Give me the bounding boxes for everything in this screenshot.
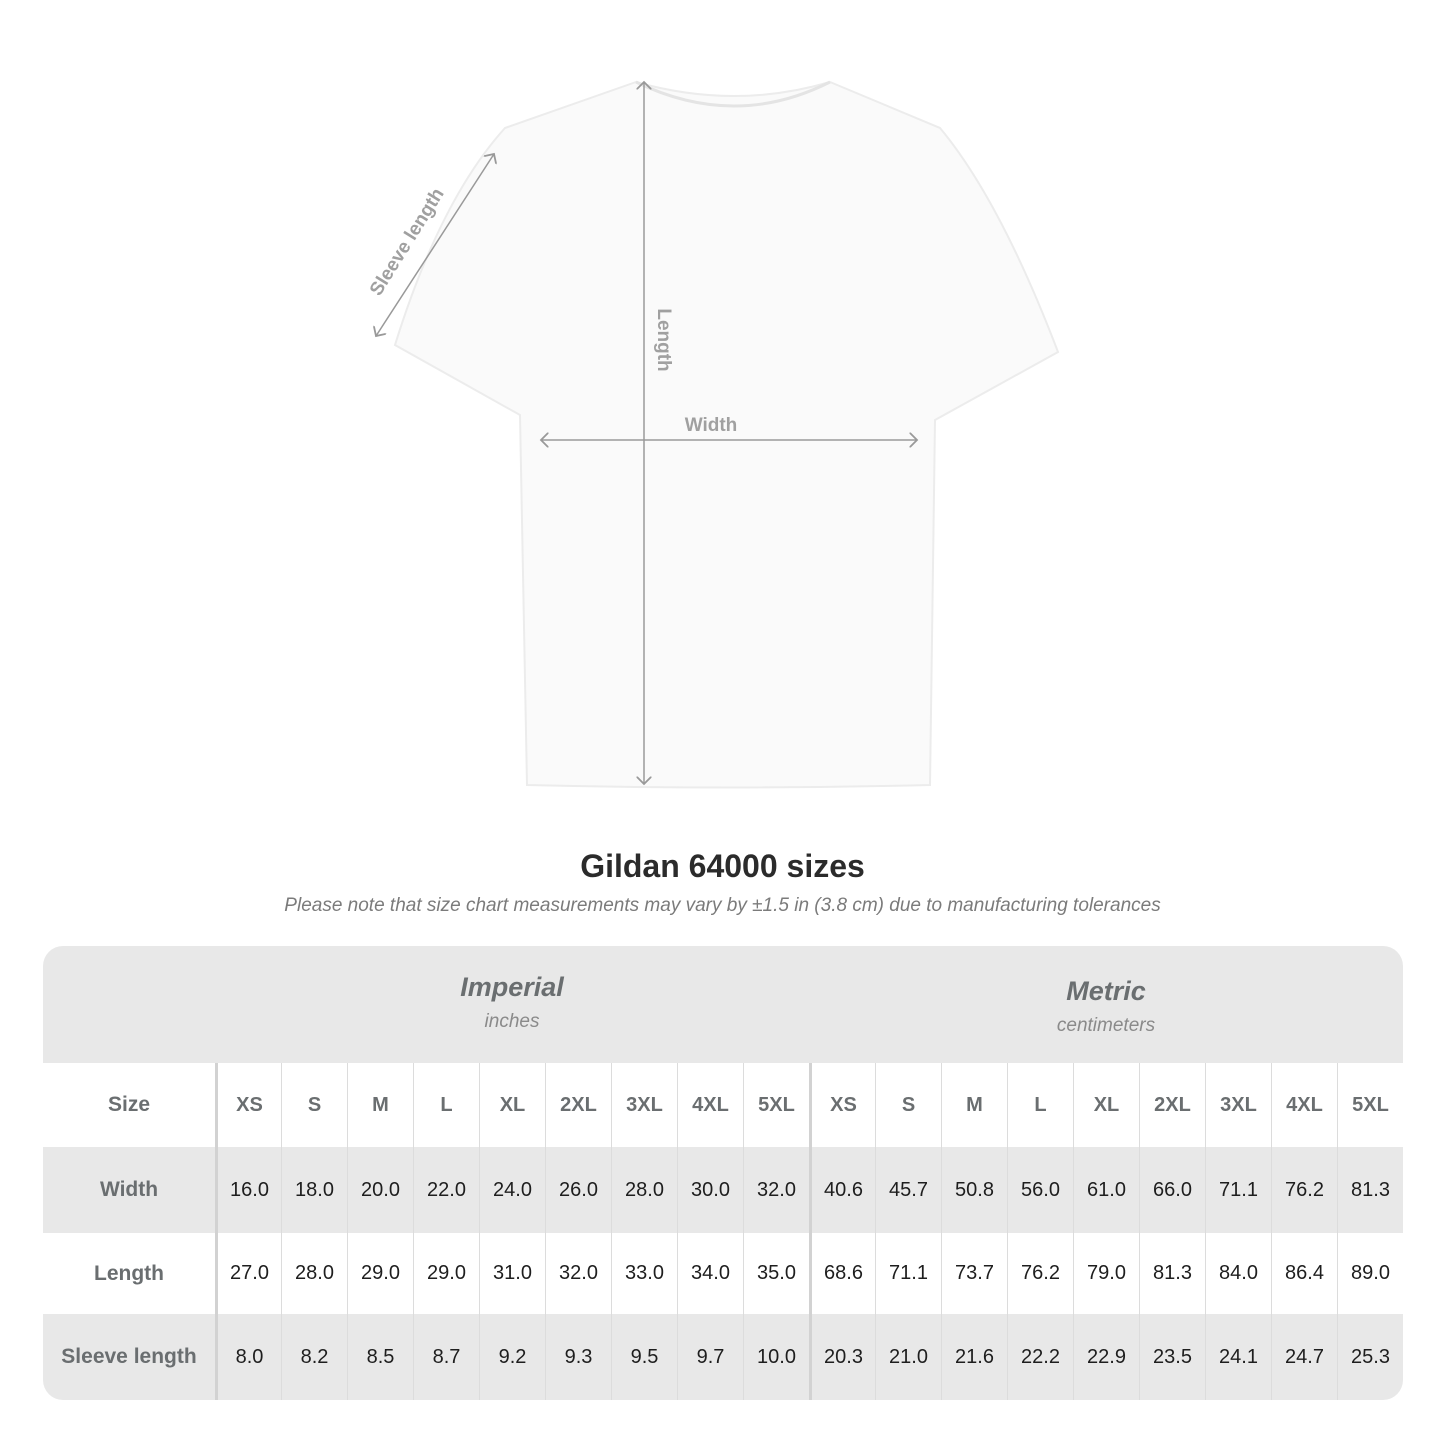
page-title: Gildan 64000 sizes <box>580 848 865 884</box>
value-cell-metric: 24.7 <box>1271 1314 1337 1400</box>
size-header-metric: 4XL <box>1271 1063 1337 1147</box>
size-table: Imperial inches Metric centimeters Size X… <box>43 946 1403 1400</box>
value-cell-metric: 81.3 <box>1337 1147 1403 1233</box>
length-row: Length 27.0 28.0 29.0 29.0 31.0 32.0 33.0 34.0 35… <box>43 1233 1403 1314</box>
value-cell-imperial: 22.0 <box>413 1147 479 1233</box>
value-cell-imperial: 16.0 <box>215 1147 281 1233</box>
value-cell-imperial: 31.0 <box>479 1233 545 1314</box>
value-cell-metric: 81.3 <box>1139 1233 1205 1314</box>
value-cell-imperial: 29.0 <box>413 1233 479 1314</box>
value-cell-metric: 45.7 <box>875 1147 941 1233</box>
value-cell-metric: 24.1 <box>1205 1314 1271 1400</box>
value-cell-imperial: 9.3 <box>545 1314 611 1400</box>
value-cell-imperial: 9.2 <box>479 1314 545 1400</box>
size-header-imperial: 5XL <box>743 1063 809 1147</box>
value-cell-metric: 25.3 <box>1337 1314 1403 1400</box>
metric-header: Metric centimeters <box>809 946 1403 1093</box>
value-cell-metric: 23.5 <box>1139 1314 1205 1400</box>
value-cell-imperial: 27.0 <box>215 1233 281 1314</box>
size-header-imperial: 2XL <box>545 1063 611 1147</box>
value-cell-imperial: 29.0 <box>347 1233 413 1314</box>
value-cell-metric: 89.0 <box>1337 1233 1403 1314</box>
value-cell-imperial: 32.0 <box>743 1147 809 1233</box>
width-row: Width 16.0 18.0 20.0 22.0 24.0 26.0 28.0 30.0 32.… <box>43 1147 1403 1233</box>
sleeve-length-row: Sleeve length 8.0 8.2 8.5 8.7 9.2 9.3 9.5 9.7 10.… <box>43 1314 1403 1400</box>
value-cell-imperial: 8.7 <box>413 1314 479 1400</box>
value-cell-imperial: 10.0 <box>743 1314 809 1400</box>
value-cell-imperial: 20.0 <box>347 1147 413 1233</box>
size-header-imperial: XL <box>479 1063 545 1147</box>
value-cell-metric: 50.8 <box>941 1147 1007 1233</box>
value-cell-metric: 76.2 <box>1007 1233 1073 1314</box>
value-cell-imperial: 33.0 <box>611 1233 677 1314</box>
value-cell-imperial: 9.7 <box>677 1314 743 1400</box>
size-header-metric: XS <box>809 1063 875 1147</box>
imperial-title: Imperial <box>460 972 564 1002</box>
value-cell-imperial: 30.0 <box>677 1147 743 1233</box>
size-header-metric: XL <box>1073 1063 1139 1147</box>
size-header-row: Size XS S M L XL 2XL 3XL 4XL 5XL XS S M L XL 2XL 3XL 4XL 5… <box>43 1063 1403 1147</box>
value-cell-imperial: 8.5 <box>347 1314 413 1400</box>
row-label: Length <box>94 1261 164 1285</box>
value-cell-metric: 84.0 <box>1205 1233 1271 1314</box>
value-cell-metric: 61.0 <box>1073 1147 1139 1233</box>
value-cell-metric: 76.2 <box>1271 1147 1337 1233</box>
width-label: Width <box>685 415 738 436</box>
tolerance-note: Please note that size chart measurements… <box>284 895 1161 916</box>
value-cell-metric: 20.3 <box>809 1314 875 1400</box>
value-cell-imperial: 28.0 <box>281 1233 347 1314</box>
value-cell-imperial: 18.0 <box>281 1147 347 1233</box>
value-cell-imperial: 28.0 <box>611 1147 677 1233</box>
row-label: Size <box>107 1093 151 1116</box>
metric-unit: centimeters <box>1056 1015 1156 1036</box>
value-cell-metric: 22.2 <box>1007 1314 1073 1400</box>
value-cell-metric: 71.1 <box>875 1233 941 1314</box>
row-label: Width <box>99 1178 159 1201</box>
sleeve-arrow <box>376 154 494 336</box>
tshirt-diagram: Sleeve length Length Width <box>366 80 1060 789</box>
value-cell-imperial: 32.0 <box>545 1233 611 1314</box>
value-cell-imperial: 8.2 <box>281 1314 347 1400</box>
size-header-imperial: 4XL <box>677 1063 743 1147</box>
size-header-metric: 5XL <box>1337 1063 1403 1147</box>
imperial-header: Imperial inches <box>215 946 809 1089</box>
value-cell-metric: 21.0 <box>875 1314 941 1400</box>
value-cell-imperial: 8.0 <box>215 1314 281 1400</box>
value-cell-imperial: 35.0 <box>743 1233 809 1314</box>
size-header-imperial: L <box>413 1063 479 1147</box>
size-header-metric: S <box>875 1063 941 1147</box>
size-header-metric: M <box>941 1063 1007 1147</box>
size-header-metric: L <box>1007 1063 1073 1147</box>
size-header-metric: 3XL <box>1205 1063 1271 1147</box>
value-cell-metric: 40.6 <box>809 1147 875 1233</box>
value-cell-metric: 79.0 <box>1073 1233 1139 1314</box>
value-cell-metric: 68.6 <box>809 1233 875 1314</box>
value-cell-imperial: 26.0 <box>545 1147 611 1233</box>
length-label: Length <box>653 308 674 371</box>
value-cell-metric: 71.1 <box>1205 1147 1271 1233</box>
row-label: Sleeve length <box>61 1345 197 1368</box>
value-cell-metric: 21.6 <box>941 1314 1007 1400</box>
value-cell-imperial: 9.5 <box>611 1314 677 1400</box>
size-header-imperial: 3XL <box>611 1063 677 1147</box>
metric-title: Metric <box>1066 976 1146 1006</box>
size-header-imperial: M <box>347 1063 413 1147</box>
value-cell-metric: 56.0 <box>1007 1147 1073 1233</box>
value-cell-metric: 22.9 <box>1073 1314 1139 1400</box>
value-cell-metric: 66.0 <box>1139 1147 1205 1233</box>
value-cell-imperial: 34.0 <box>677 1233 743 1314</box>
size-header-imperial: XS <box>215 1063 281 1147</box>
size-header-imperial: S <box>281 1063 347 1147</box>
imperial-unit: inches <box>484 1011 540 1032</box>
value-cell-metric: 86.4 <box>1271 1233 1337 1314</box>
size-header-metric: 2XL <box>1139 1063 1205 1147</box>
value-cell-metric: 73.7 <box>941 1233 1007 1314</box>
value-cell-imperial: 24.0 <box>479 1147 545 1233</box>
